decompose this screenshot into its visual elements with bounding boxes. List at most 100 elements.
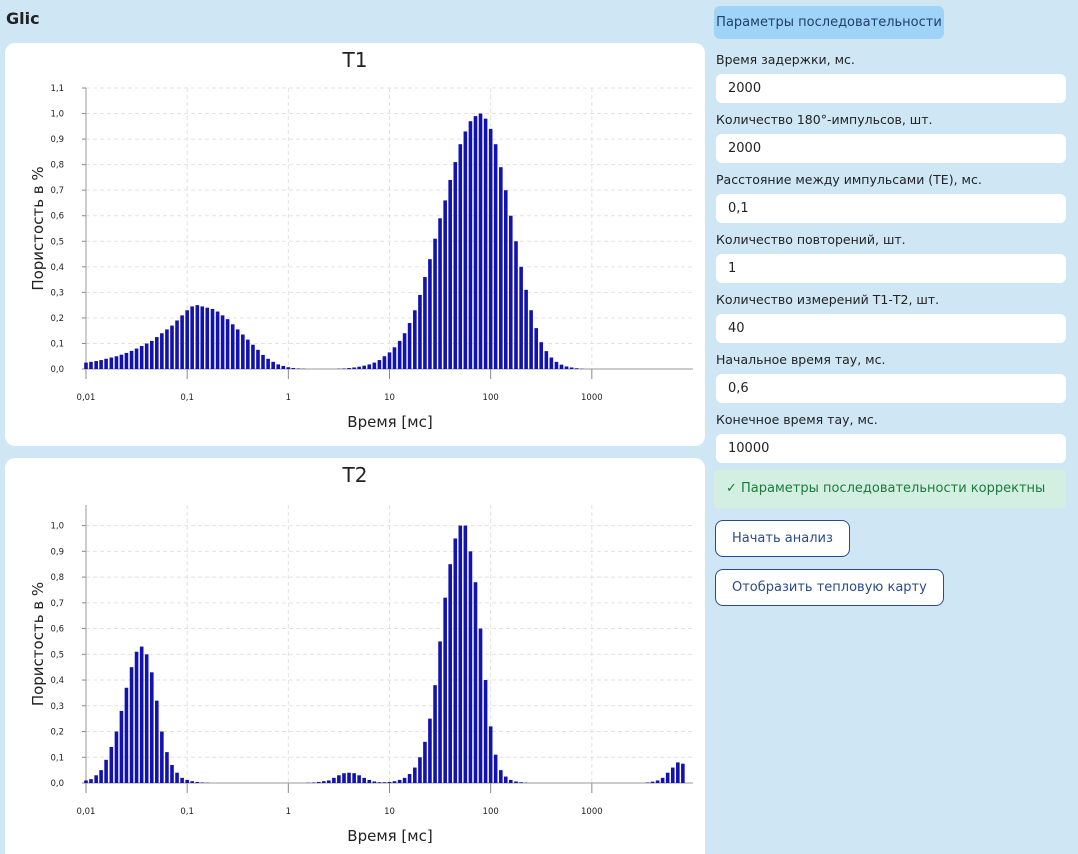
y-tick-label: 0,0 [50, 365, 64, 375]
status-message: ✓ Параметры последовательности корректны [714, 470, 1066, 508]
bar [261, 354, 265, 369]
bar [519, 266, 523, 369]
y-tick-label: 0,3 [50, 702, 64, 712]
bar [377, 782, 382, 783]
bar [246, 339, 250, 369]
field-input[interactable]: 0,1 [716, 194, 1066, 223]
y-tick-label: 1,1 [50, 84, 64, 94]
chart-title: T2 [342, 463, 368, 487]
y-tick-label: 0,6 [50, 212, 64, 222]
bar [524, 289, 528, 369]
bar [175, 772, 179, 783]
bar [463, 131, 468, 369]
bar [483, 680, 488, 783]
field-input[interactable]: 0,6 [716, 374, 1066, 403]
heatmap-button[interactable]: Отобразить тепловую карту [715, 569, 944, 606]
y-tick-label: 1,0 [50, 522, 64, 532]
bar [129, 350, 134, 369]
bar [448, 179, 452, 369]
field-input[interactable]: 1 [716, 254, 1066, 283]
bar [139, 646, 144, 783]
field-label: Расстояние между импульсами (TE), мс. [716, 172, 982, 187]
bar [160, 731, 164, 783]
bar [256, 349, 260, 369]
bar [559, 364, 564, 369]
bar [463, 525, 468, 783]
bar [286, 367, 291, 369]
bar [433, 238, 437, 369]
start-button[interactable]: Начать анализ [715, 520, 850, 557]
y-axis-label: Пористость в % [29, 166, 47, 290]
field-input[interactable]: 10000 [716, 434, 1066, 463]
field-input[interactable]: 2000 [716, 134, 1066, 163]
bar [180, 777, 184, 783]
bar [205, 307, 210, 369]
x-tick-label: 100 [483, 807, 499, 817]
y-tick-label: 0,9 [50, 135, 64, 145]
bar [89, 779, 93, 783]
x-tick-label: 10 [384, 393, 395, 403]
bar [165, 329, 169, 369]
bar [529, 310, 533, 369]
bar [149, 340, 154, 369]
bar [392, 347, 397, 369]
bar [478, 628, 483, 783]
bar [407, 773, 412, 783]
bar [119, 354, 124, 369]
bar [514, 781, 518, 783]
bar [296, 368, 301, 369]
bar [503, 190, 508, 369]
y-tick-label: 0,5 [50, 237, 64, 247]
bar [382, 782, 387, 783]
bar [681, 763, 685, 783]
bar [443, 200, 447, 369]
bar [453, 162, 458, 369]
bar [372, 781, 377, 783]
bar [478, 113, 483, 369]
bar [347, 367, 351, 369]
bar [332, 777, 336, 783]
bar [160, 333, 164, 369]
tab[interactable]: Параметры последовательности [714, 6, 944, 39]
bar [144, 343, 149, 369]
bar [493, 144, 498, 369]
bar [94, 361, 98, 369]
y-tick-label: 0,7 [50, 599, 64, 609]
bar [488, 726, 493, 783]
bar [170, 325, 174, 369]
bar [402, 777, 407, 783]
bar [200, 782, 205, 783]
chart-card [5, 458, 705, 854]
charts: T1 Пористость в % Время [мс] 0,0 0,1 0,2 0,3 0,… [5, 43, 705, 854]
bar [195, 781, 200, 783]
bar [94, 775, 98, 783]
field-input[interactable]: 2000 [716, 74, 1066, 103]
bar [402, 333, 407, 369]
bar [488, 128, 493, 369]
bar [139, 346, 144, 369]
bar [362, 777, 366, 783]
bar [352, 367, 356, 369]
bar [397, 340, 402, 369]
y-tick-label: 0,8 [50, 573, 64, 583]
bar [499, 167, 503, 369]
bar [119, 710, 124, 783]
x-tick-label: 0,1 [180, 807, 194, 817]
bar [660, 777, 665, 783]
x-tick-label: 10 [384, 807, 395, 817]
bar [670, 767, 675, 783]
bar [230, 324, 235, 369]
field-input[interactable]: 40 [716, 314, 1066, 343]
bar [423, 741, 427, 783]
x-tick-label: 1 [286, 393, 291, 403]
bar [428, 718, 432, 783]
bar [114, 731, 119, 783]
bar [534, 328, 539, 369]
bar [129, 667, 134, 783]
bar [574, 368, 579, 369]
chart-card [5, 43, 705, 446]
bar [225, 319, 230, 369]
field-label: Начальное время тау, мс. [716, 352, 886, 367]
bar [438, 641, 442, 783]
